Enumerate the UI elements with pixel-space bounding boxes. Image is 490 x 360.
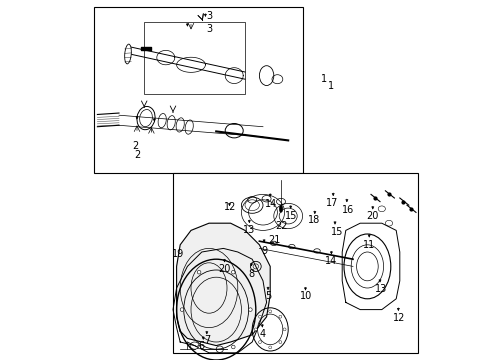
Bar [144, 22, 245, 94]
Ellipse shape [269, 346, 271, 349]
Text: 6: 6 [199, 341, 205, 351]
Text: 2: 2 [132, 141, 138, 151]
Text: 10: 10 [300, 291, 312, 301]
Text: 20: 20 [367, 211, 379, 221]
Text: 8: 8 [248, 269, 254, 279]
Text: 9: 9 [261, 246, 268, 256]
Ellipse shape [279, 341, 282, 343]
Text: 19: 19 [172, 249, 185, 259]
Text: 13: 13 [375, 284, 387, 294]
Ellipse shape [269, 310, 271, 313]
Ellipse shape [254, 328, 257, 331]
Text: 13: 13 [243, 225, 255, 235]
Bar [173, 173, 418, 353]
Ellipse shape [180, 308, 184, 311]
Text: 7: 7 [204, 335, 210, 345]
Text: 4: 4 [259, 329, 266, 339]
Bar [94, 7, 303, 173]
Text: 18: 18 [308, 215, 320, 225]
Text: 15: 15 [331, 227, 343, 237]
Text: 15: 15 [285, 211, 297, 221]
Text: 2: 2 [134, 150, 140, 160]
Text: 12: 12 [393, 312, 405, 323]
Text: 20: 20 [218, 264, 231, 274]
Text: 14: 14 [265, 199, 277, 210]
Ellipse shape [279, 315, 282, 318]
Text: 5: 5 [265, 291, 271, 301]
Text: 3: 3 [206, 11, 212, 21]
Ellipse shape [248, 308, 252, 311]
Text: 14: 14 [325, 256, 338, 266]
Ellipse shape [231, 270, 235, 274]
Ellipse shape [279, 205, 283, 212]
Text: 3: 3 [206, 24, 212, 34]
Text: 1: 1 [328, 81, 335, 91]
Ellipse shape [231, 345, 235, 349]
Ellipse shape [259, 341, 262, 343]
Ellipse shape [283, 328, 286, 331]
Ellipse shape [197, 270, 201, 274]
Text: 1: 1 [321, 74, 327, 84]
Text: 21: 21 [269, 235, 281, 246]
Text: 16: 16 [342, 204, 354, 215]
Text: 22: 22 [275, 221, 287, 231]
Ellipse shape [197, 345, 201, 349]
Polygon shape [176, 223, 270, 346]
Ellipse shape [124, 44, 131, 64]
Text: 12: 12 [224, 202, 237, 212]
Text: 17: 17 [326, 198, 339, 208]
Ellipse shape [259, 315, 262, 318]
Text: 11: 11 [363, 240, 375, 250]
